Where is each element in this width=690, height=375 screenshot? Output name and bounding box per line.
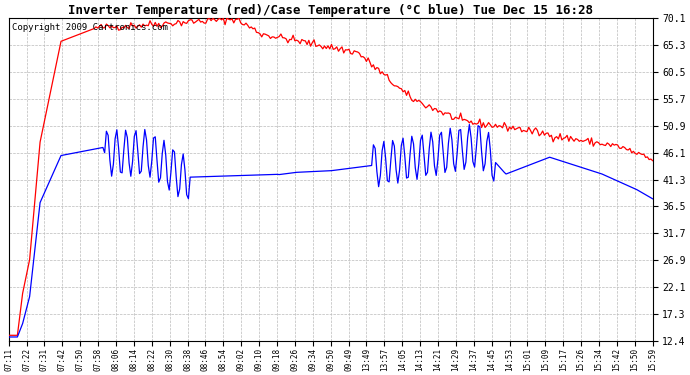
Title: Inverter Temperature (red)/Case Temperature (°C blue) Tue Dec 15 16:28: Inverter Temperature (red)/Case Temperat… xyxy=(68,4,593,17)
Text: Copyright 2009 Cartronics.com: Copyright 2009 Cartronics.com xyxy=(12,23,168,32)
